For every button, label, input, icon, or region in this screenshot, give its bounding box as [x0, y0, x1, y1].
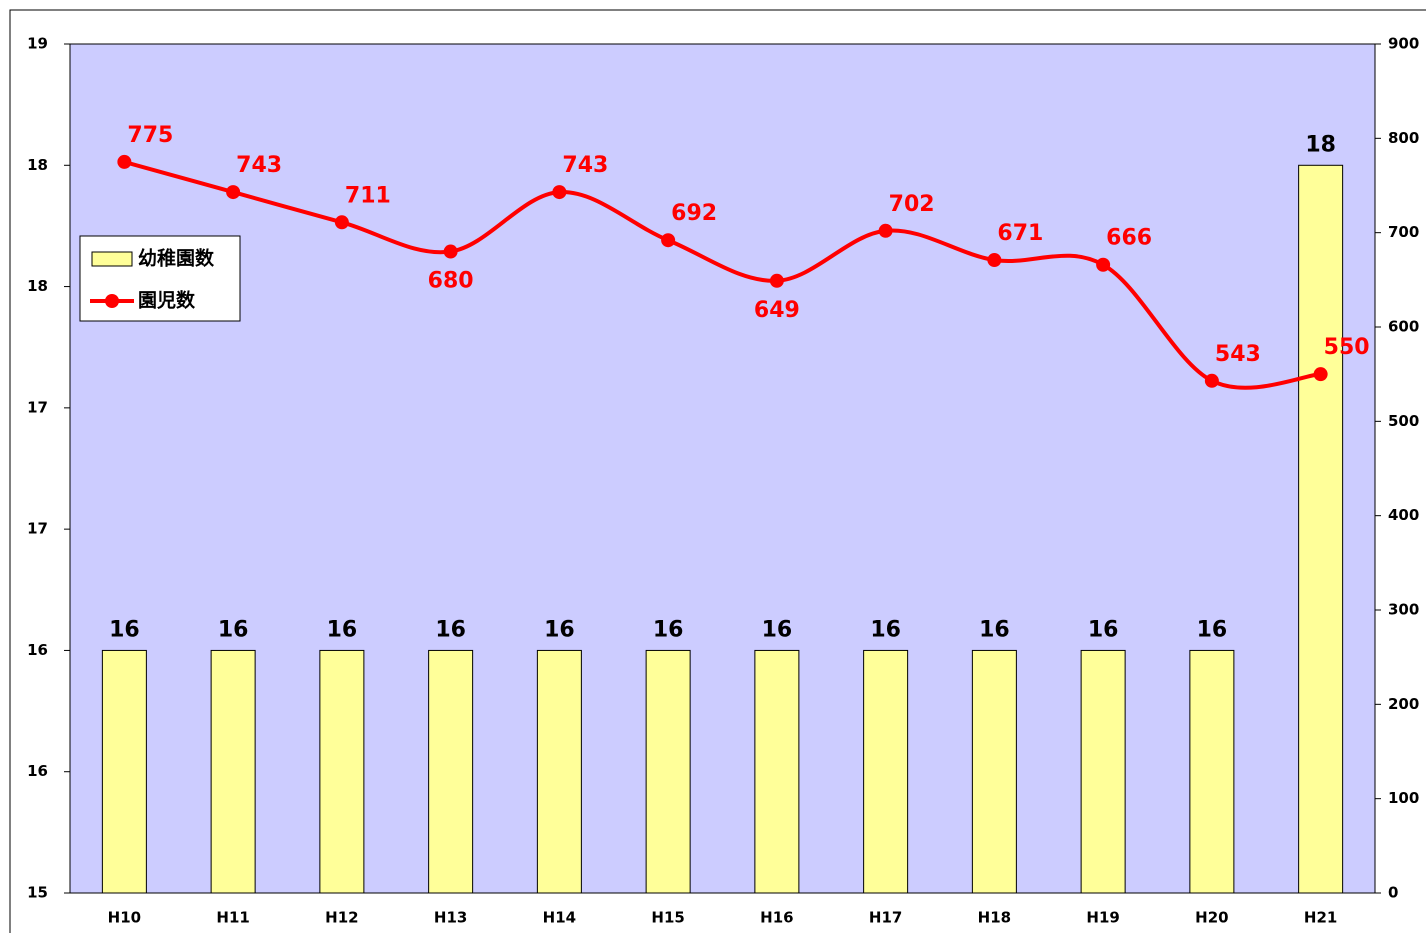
data-label: 743 — [562, 153, 608, 178]
y2-tick-label: 800 — [1388, 129, 1419, 147]
y-tick-label: 15 — [27, 884, 48, 902]
y-tick-label: 16 — [27, 641, 48, 659]
data-label: 16 — [653, 617, 684, 642]
marker — [661, 233, 676, 248]
y2-tick-label: 900 — [1388, 35, 1419, 53]
data-label: 743 — [236, 153, 282, 178]
x-tick-label: H14 — [543, 909, 576, 927]
legend-box — [79, 235, 241, 322]
marker — [552, 185, 567, 200]
data-label: 16 — [218, 617, 249, 642]
y-tick-label: 17 — [27, 398, 48, 416]
x-tick-label: H16 — [760, 909, 793, 927]
data-label: 680 — [428, 269, 474, 294]
data-label: 16 — [109, 617, 140, 642]
x-tick-label: H21 — [1304, 909, 1337, 927]
bar — [971, 649, 1017, 894]
data-label: 16 — [762, 617, 793, 642]
data-label: 550 — [1324, 335, 1370, 360]
y2-tick-label: 200 — [1388, 695, 1419, 713]
y2-tick-label: 400 — [1388, 506, 1419, 524]
bar — [645, 649, 691, 894]
marker — [1096, 257, 1111, 272]
x-tick-label: H19 — [1086, 909, 1119, 927]
legend-swatch — [105, 294, 119, 308]
y2-tick-label: 600 — [1388, 318, 1419, 336]
data-label: 16 — [327, 617, 358, 642]
x-tick-label: H17 — [869, 909, 902, 927]
x-tick-label: H20 — [1195, 909, 1228, 927]
bar — [1080, 649, 1126, 894]
y-tick-label: 19 — [27, 35, 48, 53]
data-label: 16 — [1088, 617, 1119, 642]
bar — [754, 649, 800, 894]
marker — [443, 244, 458, 259]
y-tick-label: 16 — [27, 762, 48, 780]
bar — [536, 649, 582, 894]
data-label: 711 — [345, 183, 391, 208]
chart-frame — [9, 9, 1426, 933]
data-label: 649 — [754, 298, 800, 323]
legend-swatch — [91, 251, 133, 267]
data-label: 16 — [979, 617, 1010, 642]
y2-tick-label: 100 — [1388, 789, 1419, 807]
bar — [101, 649, 147, 894]
legend-label: 園児数 — [138, 289, 196, 312]
data-label: 671 — [997, 221, 1043, 246]
legend-label: 幼稚園数 — [138, 247, 215, 270]
x-tick-label: H12 — [325, 909, 358, 927]
bar — [1298, 164, 1344, 894]
data-label: 702 — [889, 192, 935, 217]
bar — [319, 649, 365, 894]
data-label: 666 — [1106, 226, 1152, 251]
data-label: 16 — [544, 617, 575, 642]
data-label: 18 — [1305, 132, 1336, 157]
y-tick-label: 18 — [27, 156, 48, 174]
data-label: 543 — [1215, 342, 1261, 367]
y2-tick-label: 500 — [1388, 412, 1419, 430]
marker — [987, 253, 1002, 268]
x-tick-label: H11 — [216, 909, 249, 927]
marker — [878, 223, 893, 238]
y-tick-label: 17 — [27, 520, 48, 538]
marker — [1204, 373, 1219, 388]
bar — [1189, 649, 1235, 894]
marker — [769, 273, 784, 288]
x-tick-label: H13 — [434, 909, 467, 927]
y2-tick-label: 0 — [1388, 884, 1398, 902]
marker — [334, 215, 349, 230]
marker — [226, 185, 241, 200]
x-tick-label: H15 — [651, 909, 684, 927]
data-label: 775 — [127, 123, 173, 148]
marker — [117, 154, 132, 169]
bar — [210, 649, 256, 894]
data-label: 692 — [671, 201, 717, 226]
bar — [428, 649, 474, 894]
data-label: 16 — [1197, 617, 1228, 642]
x-tick-label: H18 — [978, 909, 1011, 927]
data-label: 16 — [435, 617, 466, 642]
bar — [863, 649, 909, 894]
x-tick-label: H10 — [108, 909, 141, 927]
y-tick-label: 18 — [27, 277, 48, 295]
data-label: 16 — [870, 617, 901, 642]
y2-tick-label: 700 — [1388, 223, 1419, 241]
marker — [1313, 367, 1328, 382]
plot-area — [69, 43, 1376, 894]
y2-tick-label: 300 — [1388, 601, 1419, 619]
